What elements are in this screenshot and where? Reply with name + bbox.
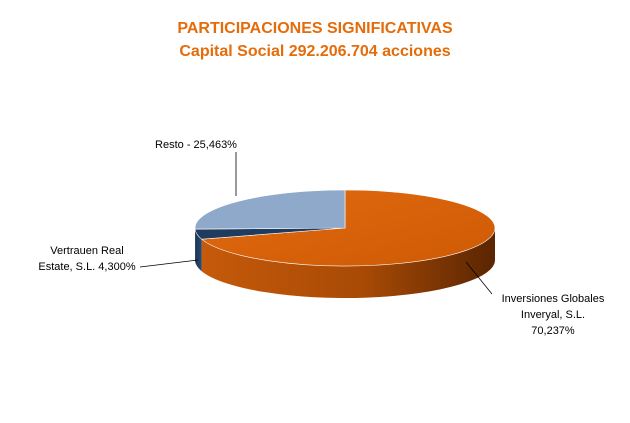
leader-line — [139, 259, 199, 268]
data-label: Inveryal, S.L. — [521, 309, 585, 321]
pie-slice — [194, 189, 346, 230]
chart-title: PARTICIPACIONES SIGNIFICATIVAS — [177, 20, 453, 37]
chart-subtitle: Capital Social 292.206.704 acciones — [179, 43, 451, 60]
leader-line — [465, 261, 493, 295]
pie-slice-side — [201, 228, 496, 298]
data-label: Vertrauen Real — [50, 245, 123, 257]
pie-slice-side — [195, 229, 202, 272]
data-label: Resto - 25,463% — [155, 139, 237, 151]
data-label: 70,237% — [531, 325, 575, 337]
data-label: Inversiones Globales — [502, 293, 605, 305]
pie-slice — [200, 189, 496, 267]
data-label: Estate, S.L. 4,300% — [38, 261, 135, 273]
